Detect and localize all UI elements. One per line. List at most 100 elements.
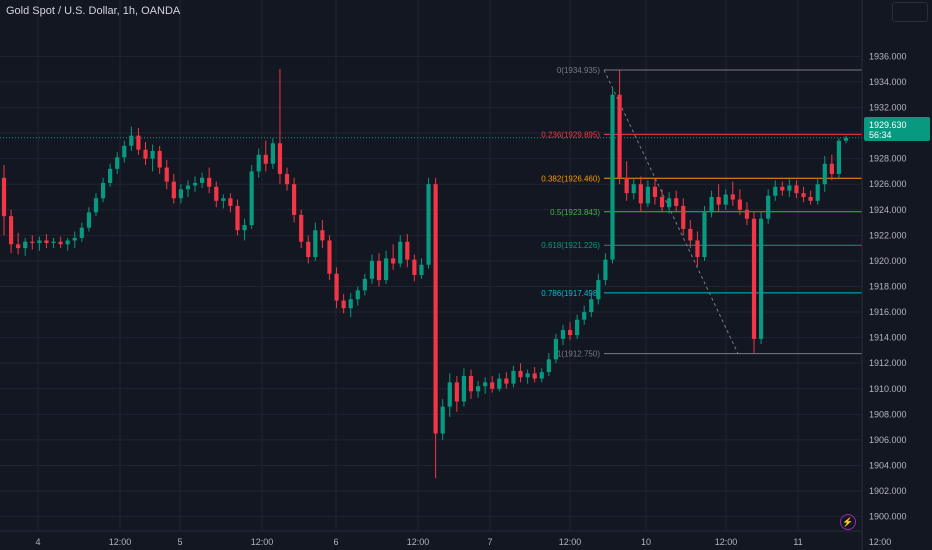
price-tick-label: 1926.000: [869, 179, 907, 189]
candle: [836, 138, 842, 178]
candle: [122, 140, 127, 163]
candle: [829, 154, 834, 181]
fib-level-label: 1(1912.750): [557, 350, 600, 359]
candle: [79, 222, 84, 242]
price-tick-label: 1914.000: [869, 333, 907, 343]
candle: [567, 322, 573, 341]
candle: [284, 167, 290, 191]
candle: [51, 237, 56, 249]
candle: [30, 235, 35, 250]
grid: [0, 0, 862, 530]
time-tick-label: 12:00: [559, 537, 582, 547]
candle: [292, 177, 297, 223]
candle: [214, 181, 219, 208]
fib-trend-line[interactable]: [603, 69, 739, 354]
candle: [468, 369, 474, 399]
candle: [398, 235, 403, 268]
price-tick-label: 1922.000: [869, 230, 907, 240]
candle: [93, 193, 99, 217]
candle: [348, 292, 353, 318]
candle: [327, 235, 332, 281]
settings-button[interactable]: [892, 2, 928, 22]
candle: [405, 234, 410, 268]
time-tick-label: 6: [333, 537, 338, 547]
candle: [37, 236, 42, 251]
candle: [235, 199, 240, 236]
candle: [454, 375, 459, 412]
candle: [582, 305, 587, 325]
candle: [751, 212, 757, 353]
candle: [143, 142, 148, 166]
candle: [72, 231, 77, 249]
candle: [157, 145, 162, 174]
candle: [362, 273, 367, 296]
candle: [659, 189, 665, 213]
candle: [511, 365, 516, 388]
time-tick-label: 12:00: [407, 537, 430, 547]
candle: [221, 194, 226, 209]
candle: [730, 181, 735, 206]
current-price-badge: 1929.630 56:34: [864, 117, 930, 141]
fib-retracement[interactable]: 0(1934.935) 0.236(1929.895) 0.382(1926.460…: [541, 66, 862, 359]
candle: [207, 167, 212, 194]
candle: [490, 375, 495, 393]
candle: [645, 180, 650, 208]
bar-countdown-label: 56:34: [869, 130, 892, 140]
candle: [723, 189, 728, 210]
symbol-title[interactable]: Gold Spot / U.S. Dollar, 1h, OANDA: [6, 5, 181, 17]
candle: [65, 237, 70, 251]
price-tick-label: 1908.000: [869, 409, 907, 419]
candle: [115, 152, 120, 174]
time-tick-label: 7: [487, 537, 492, 547]
candle: [192, 176, 198, 192]
candle: [171, 173, 176, 204]
price-tick-label: 1920.000: [869, 256, 907, 266]
candle: [1, 165, 7, 236]
candle: [596, 273, 601, 305]
price-tick-label: 1918.000: [869, 281, 907, 291]
candle: [716, 184, 721, 212]
time-axis[interactable]: 4 12:00 5 12:00 6 12:00 7 12:00 10 12:00 11 12:00: [0, 530, 891, 547]
candle: [546, 352, 551, 376]
price-tick-label: 1910.000: [869, 384, 907, 394]
time-tick-label: 12:00: [715, 537, 738, 547]
candle: [504, 372, 509, 389]
candle: [355, 286, 360, 306]
price-tick-label: 1906.000: [869, 435, 907, 445]
lightning-icon[interactable]: ⚡: [840, 514, 856, 530]
candle: [334, 267, 339, 309]
candle: [631, 177, 636, 200]
candle: [383, 250, 389, 284]
candle: [242, 218, 247, 241]
candle: [758, 211, 764, 345]
candle: [263, 140, 268, 172]
candle: [299, 209, 304, 249]
candle: [44, 234, 49, 249]
fib-level-label: 0.382(1926.460): [541, 174, 600, 183]
time-tick-label: 12:00: [251, 537, 274, 547]
candle: [497, 373, 502, 392]
price-tick-label: 1934.000: [869, 77, 907, 87]
candle: [277, 69, 283, 185]
candle: [313, 222, 318, 261]
price-tick-label: 1900.000: [869, 512, 907, 522]
candle: [815, 179, 820, 205]
candle: [744, 202, 750, 226]
candle: [617, 70, 622, 185]
candle: [178, 184, 183, 204]
candle: [610, 88, 615, 264]
candle: [461, 368, 467, 407]
candle: [808, 190, 813, 205]
price-tick-label: 1932.000: [869, 102, 907, 112]
price-axis[interactable]: 1900.000 1902.000 1904.000 1906.000 1908.000…: [861, 0, 932, 550]
candle: [674, 190, 679, 212]
candle: [391, 244, 396, 270]
price-tick-label: 1916.000: [869, 307, 907, 317]
candle: [773, 180, 778, 201]
candle: [737, 189, 742, 215]
candle: [532, 367, 537, 383]
price-tick-label: 1924.000: [869, 205, 907, 215]
time-tick-label: 12:00: [109, 537, 132, 547]
